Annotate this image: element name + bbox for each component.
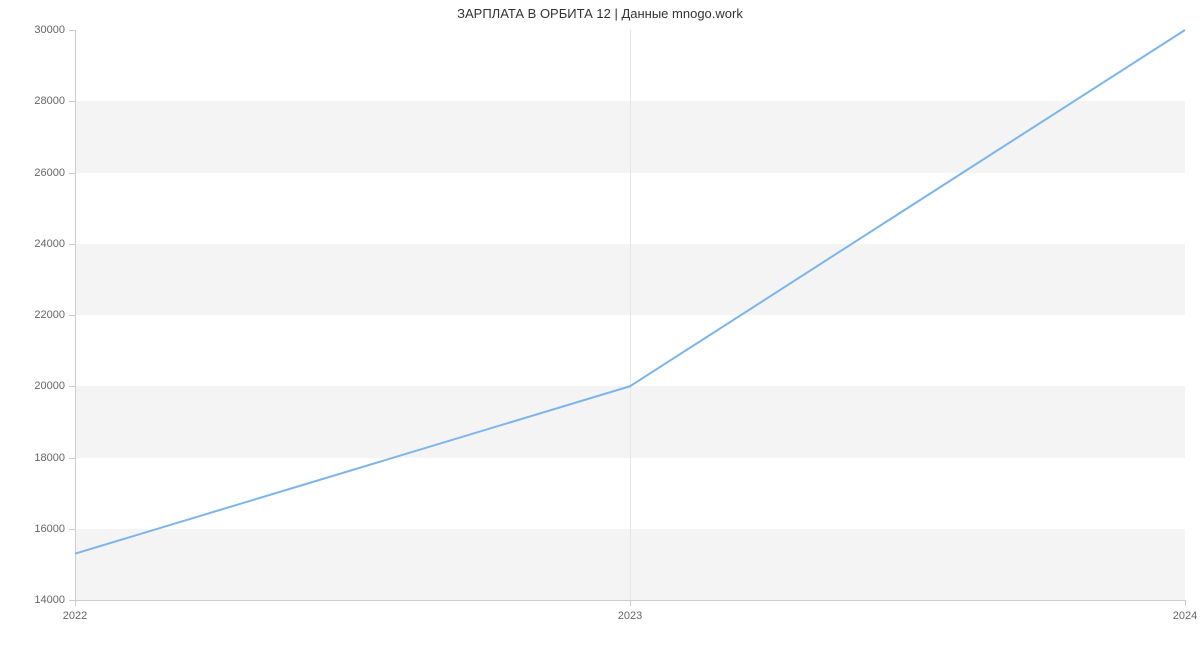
plot-area: 1400016000180002000022000240002600028000…: [75, 30, 1185, 600]
x-tick-label: 2023: [618, 610, 642, 622]
y-tick-label: 16000: [5, 523, 65, 535]
x-tick-mark: [1185, 600, 1186, 606]
x-tick-mark: [630, 600, 631, 606]
x-tick-label: 2022: [63, 610, 87, 622]
series-line-salary: [75, 30, 1185, 554]
chart-title: ЗАРПЛАТА В ОРБИТА 12 | Данные mnogo.work: [0, 6, 1200, 21]
y-tick-label: 26000: [5, 167, 65, 179]
y-tick-label: 18000: [5, 452, 65, 464]
salary-chart: ЗАРПЛАТА В ОРБИТА 12 | Данные mnogo.work…: [0, 0, 1200, 650]
y-tick-label: 22000: [5, 309, 65, 321]
series-layer: [75, 30, 1185, 600]
y-tick-label: 24000: [5, 238, 65, 250]
y-tick-label: 14000: [5, 594, 65, 606]
y-tick-label: 20000: [5, 380, 65, 392]
x-tick-label: 2024: [1173, 610, 1197, 622]
y-tick-label: 28000: [5, 95, 65, 107]
y-tick-label: 30000: [5, 24, 65, 36]
x-tick-mark: [75, 600, 76, 606]
